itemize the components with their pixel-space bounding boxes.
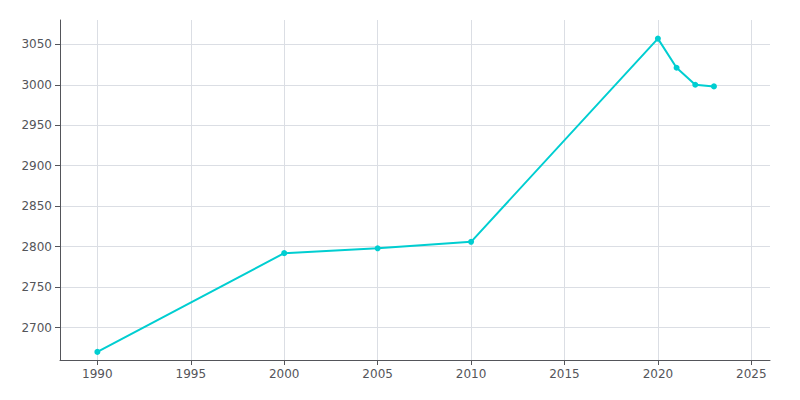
svg-text:2015: 2015	[549, 367, 580, 381]
svg-text:2005: 2005	[362, 367, 393, 381]
svg-text:1995: 1995	[176, 367, 207, 381]
svg-text:2950: 2950	[21, 118, 52, 132]
svg-text:2800: 2800	[21, 240, 52, 254]
svg-text:2750: 2750	[21, 280, 52, 294]
svg-text:3000: 3000	[21, 78, 52, 92]
svg-text:2900: 2900	[21, 159, 52, 173]
svg-text:2010: 2010	[456, 367, 487, 381]
svg-text:3050: 3050	[21, 37, 52, 51]
svg-text:1990: 1990	[82, 367, 113, 381]
svg-text:2850: 2850	[21, 199, 52, 213]
svg-text:2025: 2025	[736, 367, 767, 381]
svg-text:2000: 2000	[269, 367, 300, 381]
svg-text:2700: 2700	[21, 321, 52, 335]
svg-text:2020: 2020	[643, 367, 674, 381]
